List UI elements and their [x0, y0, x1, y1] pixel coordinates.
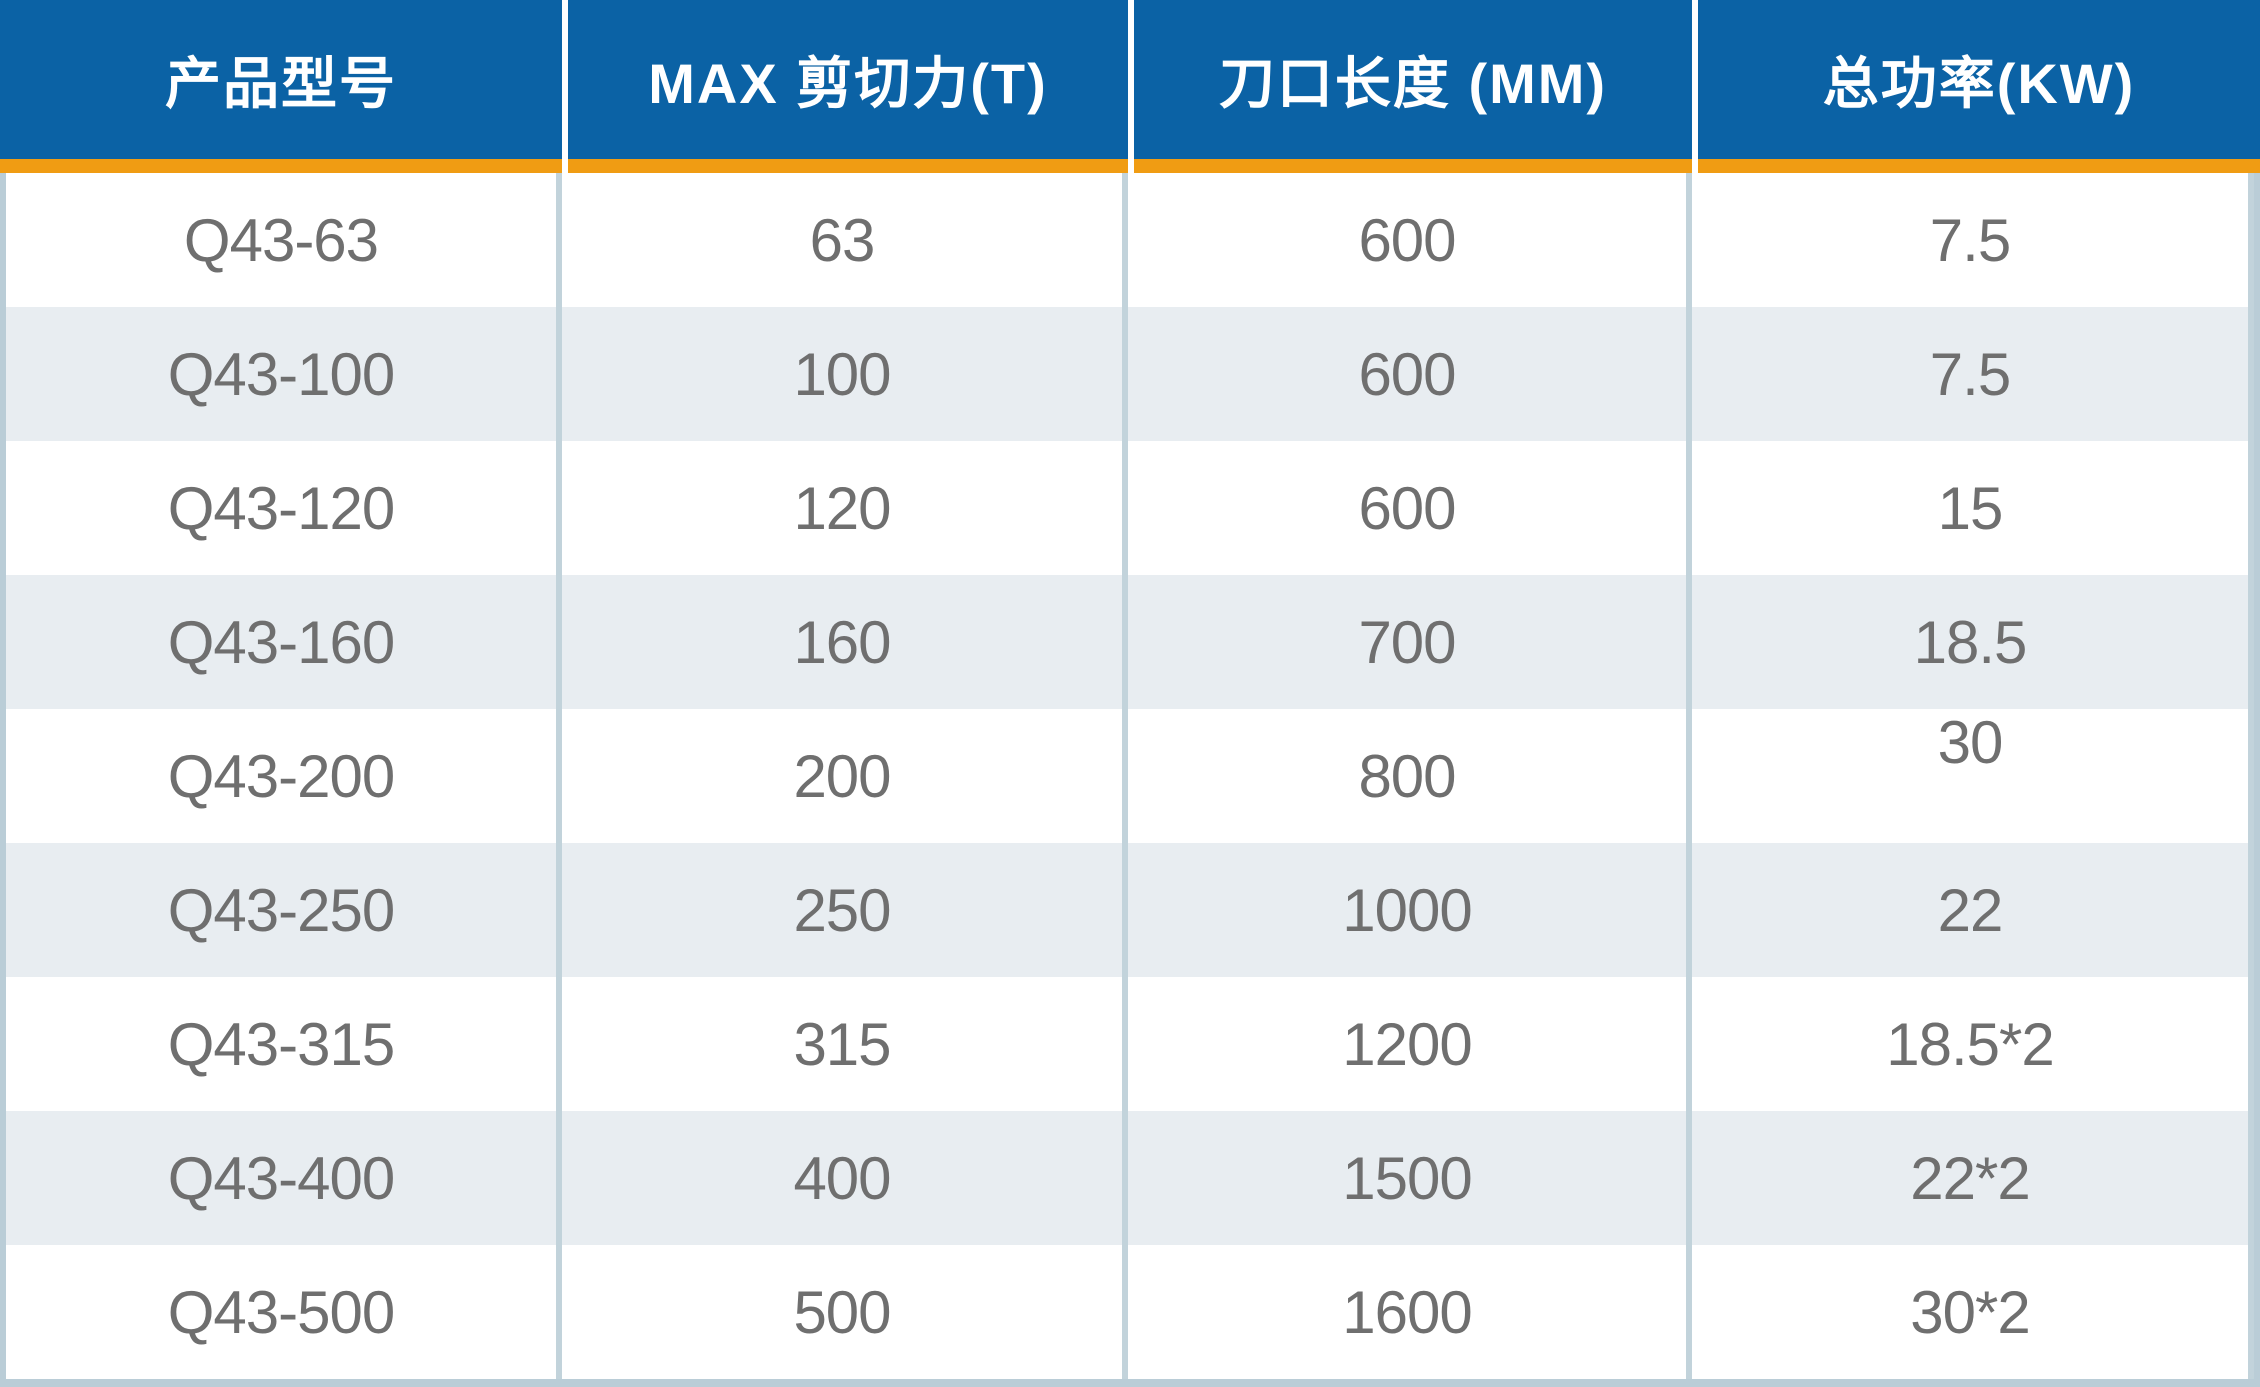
- header-cell-model: 产品型号: [0, 0, 562, 173]
- model-cell: Q43-120: [6, 441, 556, 575]
- max-shear-cell: 160: [562, 575, 1122, 709]
- blade-length-cell: 600: [1128, 173, 1686, 307]
- max-shear-cell: 100: [562, 307, 1122, 441]
- blade-length-cell: 600: [1128, 441, 1686, 575]
- blade-length-cell: 600: [1128, 307, 1686, 441]
- model-cell: Q43-200: [6, 709, 556, 843]
- total-power-cell: 7.5: [1692, 307, 2248, 441]
- header-cell-total-power: 总功率(KW): [1698, 0, 2260, 173]
- model-cell: Q43-160: [6, 575, 556, 709]
- total-power-cell: 30: [1692, 709, 2248, 843]
- max-shear-cell: 315: [562, 977, 1122, 1111]
- model-cell: Q43-400: [6, 1111, 556, 1245]
- table-header-row: 产品型号 MAX 剪切力(T) 刀口长度 (MM) 总功率(KW): [0, 0, 2260, 173]
- total-power-cell: 18.5*2: [1692, 977, 2248, 1111]
- max-shear-cell: 200: [562, 709, 1122, 843]
- blade-length-cell: 700: [1128, 575, 1686, 709]
- total-power-cell: 15: [1692, 441, 2248, 575]
- blade-length-cell: 1000: [1128, 843, 1686, 977]
- max-shear-cell: 500: [562, 1245, 1122, 1379]
- total-power-cell: 30*2: [1692, 1245, 2248, 1379]
- model-cell: Q43-100: [6, 307, 556, 441]
- max-shear-cell: 63: [562, 173, 1122, 307]
- table-body: Q43-63 63 600 7.5 Q43-100 100 600 7.5 Q43-120 120…: [0, 173, 2260, 1387]
- blade-length-cell: 800: [1128, 709, 1686, 843]
- total-power-cell: 7.5: [1692, 173, 2248, 307]
- max-shear-cell: 120: [562, 441, 1122, 575]
- total-power-cell: 22*2: [1692, 1111, 2248, 1245]
- blade-length-cell: 1200: [1128, 977, 1686, 1111]
- total-power-cell: 18.5: [1692, 575, 2248, 709]
- header-cell-max-shear: MAX 剪切力(T): [568, 0, 1128, 173]
- header-cell-blade-length: 刀口长度 (MM): [1134, 0, 1692, 173]
- blade-length-cell: 1600: [1128, 1245, 1686, 1379]
- blade-length-cell: 1500: [1128, 1111, 1686, 1245]
- model-cell: Q43-63: [6, 173, 556, 307]
- total-power-cell: 22: [1692, 843, 2248, 977]
- model-cell: Q43-250: [6, 843, 556, 977]
- model-cell: Q43-500: [6, 1245, 556, 1379]
- model-cell: Q43-315: [6, 977, 556, 1111]
- max-shear-cell: 250: [562, 843, 1122, 977]
- max-shear-cell: 400: [562, 1111, 1122, 1245]
